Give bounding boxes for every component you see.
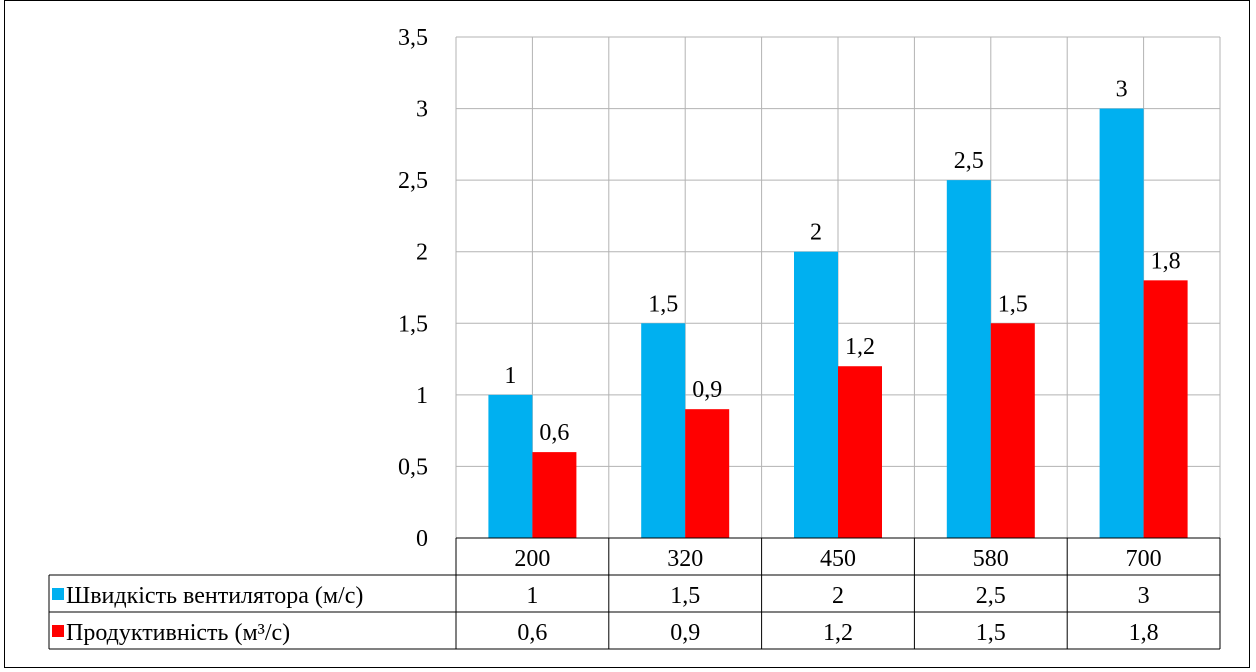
x-category-label: 320 [667, 546, 703, 572]
data-label: 1,2 [845, 334, 875, 360]
legend-key-series-1 [52, 588, 64, 600]
data-label: 3 [1116, 77, 1128, 103]
legend-label-series-1: Швидкість вентилятора (м/с) [66, 583, 363, 609]
bar-series-1 [1099, 108, 1144, 539]
y-tick-label: 0 [416, 526, 428, 552]
data-label: 0,6 [539, 420, 569, 446]
bar-series-2 [990, 323, 1035, 538]
bar-series-2 [838, 366, 882, 538]
table-cell: 1 [526, 583, 538, 609]
y-tick-label: 3 [416, 97, 428, 123]
table-cell: 2,5 [976, 583, 1006, 609]
data-table: 200 320 450 580 700 Швидкість вентилятора (м/… [48, 537, 1221, 650]
table-cell: 1,8 [1129, 620, 1159, 646]
data-label: 2,5 [954, 148, 984, 174]
table-cell: 0,9 [670, 620, 700, 646]
data-label: 1,5 [998, 291, 1028, 317]
bar-series-1 [794, 251, 838, 538]
bar-series-2 [1143, 280, 1188, 538]
chart-frame [4, 0, 1250, 668]
y-tick-label: 1 [416, 383, 428, 409]
table-cell: 1,5 [976, 620, 1006, 646]
data-label: 1 [504, 363, 516, 389]
y-tick-label: 2,5 [398, 168, 428, 194]
x-category-label: 580 [973, 546, 1009, 572]
bar-series-1 [641, 323, 686, 538]
legend-label-series-2: Продуктивність (м³/с) [66, 620, 290, 646]
x-category-label: 200 [514, 546, 550, 572]
grid-lines [455, 36, 1221, 539]
legend-key-series-2 [52, 625, 64, 637]
bar-series-2 [532, 452, 577, 538]
bar-series-1 [946, 180, 991, 538]
table-cell: 1,5 [670, 583, 700, 609]
y-tick-label: 0,5 [398, 454, 428, 480]
bar-series-1 [488, 394, 533, 538]
data-label: 0,9 [692, 377, 722, 403]
x-category-label: 450 [820, 546, 856, 572]
table-cell: 3 [1138, 583, 1150, 609]
y-tick-label: 3,5 [398, 25, 428, 51]
bar-series-2 [685, 409, 730, 538]
data-label: 1,8 [1151, 248, 1181, 274]
data-labels: 1 1,5 2 2,5 3 0,6 0,9 1,2 1,5 1,8 [504, 77, 1180, 447]
data-label: 2 [810, 220, 822, 246]
x-category-label: 700 [1126, 546, 1162, 572]
y-tick-label: 2 [416, 240, 428, 266]
bars [488, 108, 1188, 539]
table-cell: 2 [832, 583, 844, 609]
table-cell: 1,2 [823, 620, 853, 646]
y-axis: 0 0,5 1 1,5 2 2,5 3 3,5 [398, 25, 428, 552]
data-label: 1,5 [648, 291, 678, 317]
y-tick-label: 1,5 [398, 311, 428, 337]
table-cell: 0,6 [517, 620, 547, 646]
